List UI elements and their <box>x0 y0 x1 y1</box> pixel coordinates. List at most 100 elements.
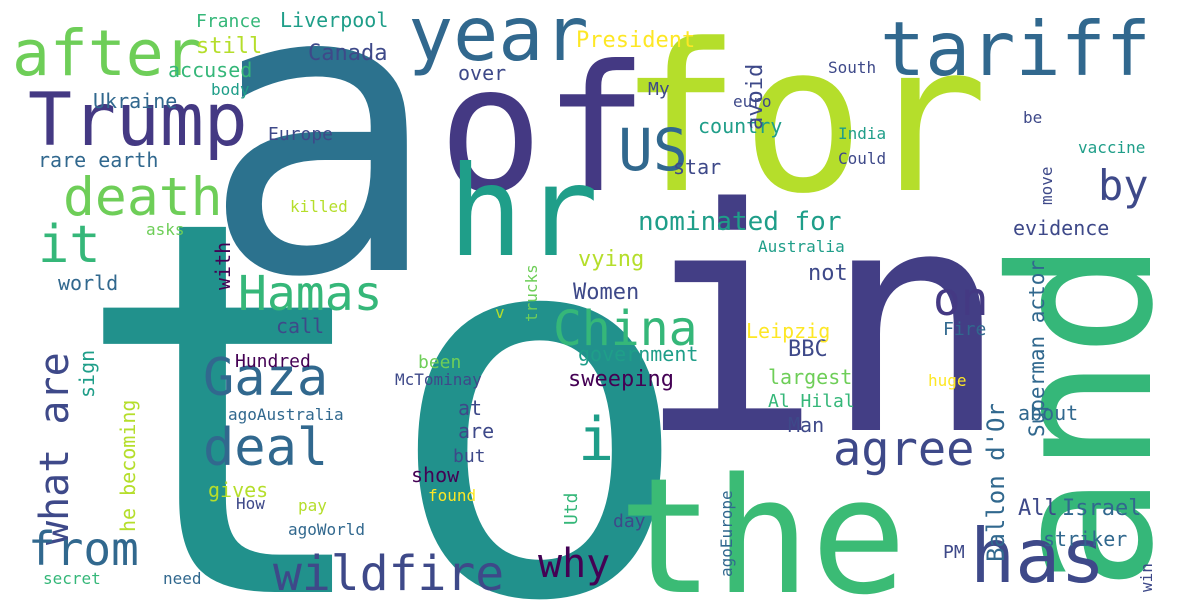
word: striker <box>1043 527 1127 551</box>
word: South <box>828 58 876 77</box>
word: of <box>438 29 649 232</box>
word: i <box>578 405 614 475</box>
word: agoEurope <box>717 490 736 577</box>
word: Australia <box>758 237 845 256</box>
word: why <box>538 541 610 587</box>
word: world <box>58 271 118 295</box>
word: a <box>200 0 441 365</box>
word: Ballon d'Or <box>982 403 1010 562</box>
word: Israel <box>1062 496 1141 521</box>
word: v <box>495 303 505 322</box>
word: nominated for <box>638 207 842 237</box>
word: about <box>1018 401 1078 425</box>
word: largest <box>768 365 852 389</box>
word: call <box>276 314 324 338</box>
word: President <box>576 28 695 53</box>
word: Women <box>573 280 639 305</box>
word: Gaza <box>203 348 328 408</box>
word: year <box>408 0 589 78</box>
word: asks <box>146 220 185 239</box>
word: are <box>458 419 494 443</box>
word: Man <box>788 413 824 437</box>
word: vaccine <box>1078 138 1145 157</box>
word: from <box>28 522 139 576</box>
word: Hamas <box>238 266 383 322</box>
word: France <box>196 11 261 32</box>
word: wildfire <box>273 546 504 602</box>
word: Liverpool <box>280 8 388 32</box>
word: killed <box>290 197 348 216</box>
word: been <box>418 352 461 373</box>
word: Utd <box>561 492 582 525</box>
word: India <box>838 124 886 143</box>
word: gives <box>208 478 268 502</box>
word: need <box>163 569 202 588</box>
word: McTominay <box>395 370 482 389</box>
word: by <box>1098 161 1149 210</box>
word: what are <box>32 352 78 545</box>
word: Ukraine <box>93 89 177 113</box>
word: government <box>578 342 698 366</box>
word: Trump <box>28 78 248 163</box>
word: on <box>933 272 988 326</box>
word: All <box>1018 496 1058 521</box>
word: and <box>969 240 1185 592</box>
word: sweeping <box>568 367 674 392</box>
word: in <box>636 143 1009 504</box>
word: secret <box>43 569 101 588</box>
word: Leipzig <box>746 319 830 343</box>
word: found <box>428 486 476 505</box>
word: pay <box>298 496 327 515</box>
word: huge <box>928 371 967 390</box>
word: at <box>458 396 482 420</box>
word: deal <box>203 418 328 478</box>
word: it <box>38 215 101 275</box>
word: day <box>613 511 646 532</box>
word: Europe <box>268 124 333 145</box>
word: Canada <box>308 41 387 66</box>
word: My <box>648 79 670 100</box>
word: euro <box>733 92 772 111</box>
word: show <box>411 463 460 487</box>
word: has <box>970 512 1105 600</box>
word: death <box>63 167 223 228</box>
word: agoWorld <box>288 520 365 539</box>
word: for <box>618 1 988 239</box>
word: US <box>618 116 688 184</box>
word: over <box>458 61 506 85</box>
word: PM <box>943 542 965 563</box>
word: Could <box>838 149 886 168</box>
word: agree <box>833 422 974 477</box>
word: country <box>698 114 782 138</box>
word: rare earth <box>38 148 158 172</box>
word: avoid <box>743 64 768 130</box>
word: sign <box>75 350 99 398</box>
word: be <box>1023 108 1042 127</box>
word: Al Hilal <box>768 391 855 412</box>
word: BBC <box>788 337 828 362</box>
word: with <box>211 242 235 290</box>
word: Hundred <box>235 351 311 372</box>
word: to <box>70 109 696 607</box>
word: body <box>211 80 250 99</box>
word: he becoming <box>116 400 140 532</box>
word: agoAustralia <box>228 405 344 424</box>
word: Fire <box>943 319 986 340</box>
word: after <box>12 17 202 90</box>
word: trucks <box>522 264 541 322</box>
word: win <box>1137 563 1156 592</box>
word: but <box>453 446 486 467</box>
word: the <box>618 443 907 607</box>
word: How <box>236 494 265 513</box>
word: evidence <box>1013 216 1109 240</box>
word: move <box>1037 166 1056 205</box>
word: China <box>553 301 698 357</box>
word: star <box>673 155 721 179</box>
word: accused <box>168 58 252 82</box>
word: vying <box>578 247 644 272</box>
word: hr <box>448 140 599 285</box>
word: still <box>196 34 262 59</box>
word: tariff <box>880 5 1151 93</box>
